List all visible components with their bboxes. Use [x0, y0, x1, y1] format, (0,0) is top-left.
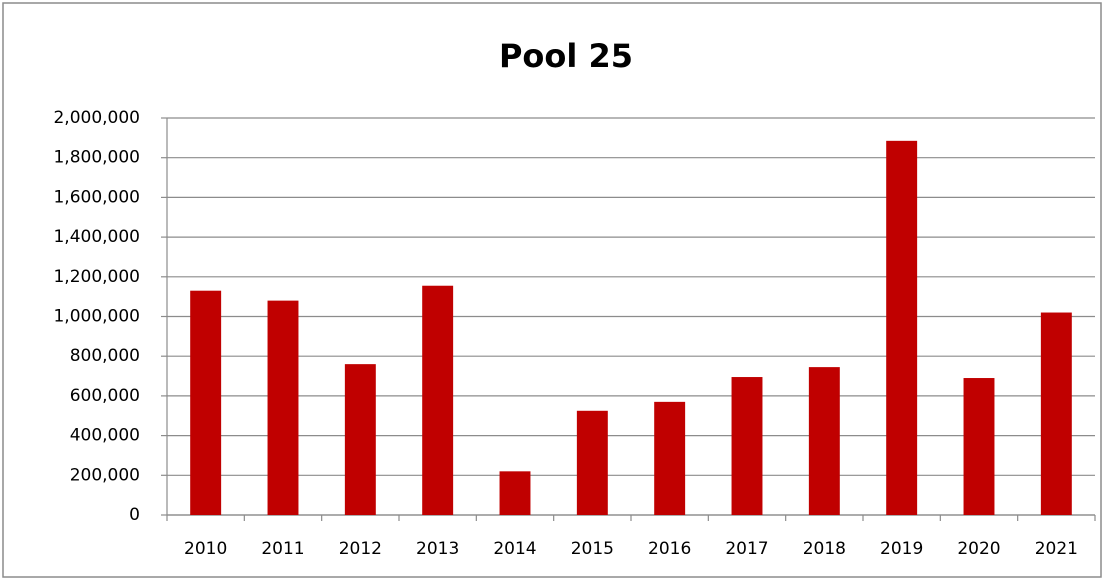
bar [499, 471, 531, 515]
y-tick-label: 1,800,000 [53, 148, 140, 168]
y-tick-label: 200,000 [70, 465, 140, 485]
y-tick-label: 0 [129, 505, 140, 525]
x-tick-label: 2015 [571, 539, 614, 559]
x-tick-label: 2010 [184, 539, 227, 559]
bar [576, 410, 608, 515]
chart-title: Pool 25 [499, 37, 633, 75]
bar [886, 140, 918, 515]
bar [344, 364, 376, 515]
x-tick-label: 2020 [957, 539, 1000, 559]
y-tick-label: 600,000 [70, 386, 140, 406]
y-tick-label: 1,200,000 [53, 267, 140, 287]
bar [731, 377, 763, 515]
bar [267, 300, 299, 515]
y-tick-label: 800,000 [70, 346, 140, 366]
bar [963, 378, 995, 515]
x-tick-label: 2017 [725, 539, 768, 559]
bar [422, 285, 454, 515]
x-tick-label: 2012 [339, 539, 382, 559]
y-tick-label: 1,600,000 [53, 187, 140, 207]
bar [654, 401, 686, 515]
y-tick-label: 2,000,000 [53, 108, 140, 128]
y-tick-label: 400,000 [70, 426, 140, 446]
bar [190, 290, 222, 515]
x-tick-label: 2013 [416, 539, 459, 559]
x-tick-label: 2014 [493, 539, 536, 559]
x-tick-label: 2018 [803, 539, 846, 559]
bar [808, 367, 840, 515]
x-tick-label: 2019 [880, 539, 923, 559]
y-tick-label: 1,400,000 [53, 227, 140, 247]
bar [1040, 312, 1072, 515]
x-tick-label: 2016 [648, 539, 691, 559]
x-tick-label: 2021 [1035, 539, 1078, 559]
x-tick-label: 2011 [261, 539, 304, 559]
y-tick-label: 1,000,000 [53, 307, 140, 327]
